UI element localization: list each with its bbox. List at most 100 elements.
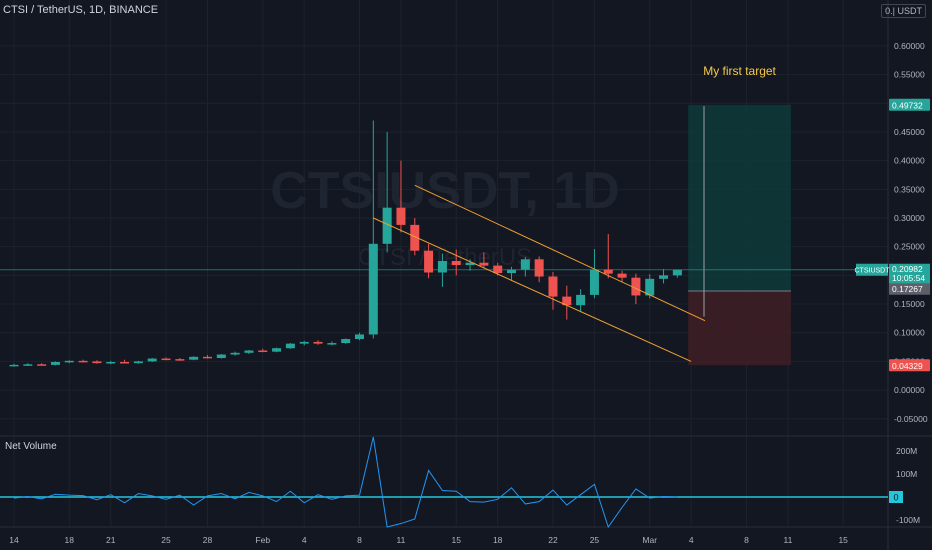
candle-body xyxy=(562,296,572,306)
symbol-tag-bg xyxy=(856,263,888,276)
stop-price-tag-text: 0.04329 xyxy=(892,361,923,371)
entry-tag-text: 0.17267 xyxy=(892,284,923,294)
candle xyxy=(78,359,88,363)
candle xyxy=(161,357,171,361)
stop-price-tag: 0.04329 xyxy=(889,359,930,372)
entry-tag-bg xyxy=(889,283,930,295)
candle-body xyxy=(120,361,130,364)
candle xyxy=(189,356,199,361)
time-tick-label: 28 xyxy=(203,535,213,545)
candle xyxy=(244,349,254,354)
price-tick-label: 0.10000 xyxy=(894,328,925,338)
candle xyxy=(285,343,295,349)
candle xyxy=(175,357,185,361)
stop-price-tag-bg xyxy=(889,359,930,372)
candle xyxy=(120,359,130,364)
symbol-tag-text: CTSIUSDT xyxy=(855,268,891,275)
candle xyxy=(534,256,544,283)
time-tick-label: Mar xyxy=(642,535,657,545)
candle-body xyxy=(437,261,447,273)
candle-body xyxy=(133,361,143,364)
candle-body xyxy=(659,275,669,279)
candle-body xyxy=(603,269,613,274)
candle xyxy=(617,270,627,283)
candle-body xyxy=(313,341,323,344)
time-tick-label: 4 xyxy=(689,535,694,545)
time-tick-label: 14 xyxy=(9,535,19,545)
time-axis: 14 18 21 25 28 Feb 4 8 11 15 18 22 25 Mar 4 8 11 15 xyxy=(9,535,848,545)
candle xyxy=(368,120,378,339)
candle-body xyxy=(631,277,641,296)
volume-tick-label: 100M xyxy=(896,469,917,479)
time-tick-label: 8 xyxy=(357,535,362,545)
candle xyxy=(437,253,447,287)
candle-body xyxy=(382,207,392,244)
candle xyxy=(202,355,212,359)
candle-body xyxy=(396,207,406,225)
symbol-price-tag: CTSIUSDT xyxy=(855,263,891,276)
candle-body xyxy=(576,294,586,306)
candle-body xyxy=(147,358,157,362)
candle xyxy=(258,348,268,353)
candle-body xyxy=(161,358,171,361)
candle xyxy=(548,271,558,310)
candle-body xyxy=(285,343,295,349)
time-tick-label: Feb xyxy=(255,535,270,545)
currency-label[interactable]: 0.| USDT xyxy=(881,4,926,18)
candle-body xyxy=(672,269,682,276)
candle xyxy=(106,360,116,365)
candle xyxy=(272,347,282,353)
symbol-title[interactable]: CTSI / TetherUS, 1D, BINANCE xyxy=(3,4,159,16)
candle-body xyxy=(617,273,627,278)
candle-body xyxy=(189,356,199,360)
candle-body xyxy=(645,278,655,296)
time-tick-label: 15 xyxy=(838,535,848,545)
candle xyxy=(589,248,599,299)
last-price-text: 0.20982 xyxy=(892,264,923,274)
net-volume-panel: 200M 100M -100M 0 xyxy=(0,436,920,529)
candle xyxy=(230,351,240,356)
candle-body xyxy=(50,361,60,365)
candle xyxy=(299,340,309,346)
candle xyxy=(493,262,503,276)
candle-body xyxy=(272,348,282,352)
price-tick-label: 0.55000 xyxy=(894,70,925,80)
candle xyxy=(562,285,572,320)
candle xyxy=(216,353,226,359)
candle-body xyxy=(216,354,226,358)
time-tick-label: 25 xyxy=(161,535,171,545)
price-tick-label: 0.15000 xyxy=(894,299,925,309)
candle xyxy=(645,274,655,299)
price-tick-label: 0.40000 xyxy=(894,156,925,166)
candle xyxy=(507,266,517,280)
candle xyxy=(92,360,102,364)
candle-body xyxy=(299,341,309,344)
channel-line xyxy=(414,184,706,322)
net-volume-title[interactable]: Net Volume xyxy=(5,441,57,452)
stop-zone xyxy=(688,291,791,366)
candle xyxy=(147,357,157,362)
candle-body xyxy=(368,243,378,335)
target-price-tag-text: 0.49732 xyxy=(892,100,923,110)
candle-body xyxy=(78,360,88,363)
candle-body xyxy=(493,265,503,274)
volume-tick-label: -100M xyxy=(896,515,920,525)
volume-zero-tag-text: 0 xyxy=(893,493,898,503)
candle xyxy=(451,249,461,276)
candle xyxy=(341,338,351,344)
candle-body xyxy=(23,364,33,366)
candle-body xyxy=(548,276,558,297)
volume-zero-tag-bg xyxy=(889,491,903,503)
candle xyxy=(355,332,364,341)
time-tick-label: 25 xyxy=(590,535,600,545)
time-tick-label: 8 xyxy=(744,535,749,545)
entry-price-tag: 0.17267 xyxy=(889,283,930,295)
time-tick-label: 4 xyxy=(302,535,307,545)
candle xyxy=(382,131,392,253)
candle-body xyxy=(230,352,240,355)
candle-body xyxy=(465,262,475,266)
candle xyxy=(23,363,33,367)
candle-body xyxy=(507,269,517,274)
